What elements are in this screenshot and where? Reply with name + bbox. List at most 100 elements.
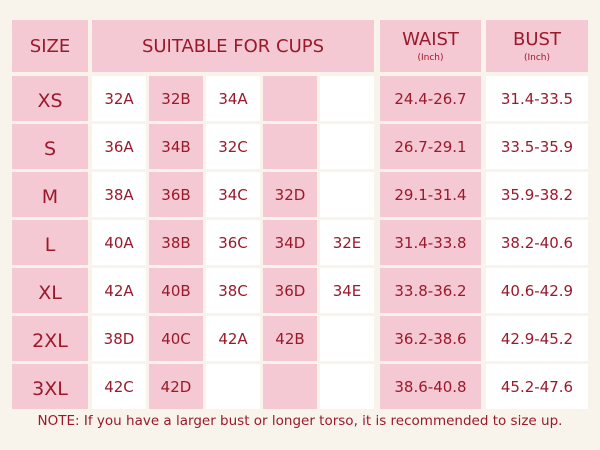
- cup-cell-text: 34A: [218, 89, 248, 108]
- waist-cell: 29.1-31.4: [380, 172, 481, 217]
- cup-cell: [263, 76, 317, 121]
- bust-cell: 31.4-33.5: [486, 76, 588, 121]
- waist-cell-text: 26.7-29.1: [394, 137, 467, 156]
- cup-cell: 36A: [92, 124, 146, 169]
- cup-cell: 34D: [263, 220, 317, 265]
- cup-cell: [320, 316, 374, 361]
- size-cell-text: 3XL: [32, 377, 68, 400]
- bust-cell-text: 35.9-38.2: [500, 185, 574, 204]
- waist-cell: 33.8-36.2: [380, 268, 481, 313]
- cup-cell: 38A: [92, 172, 146, 217]
- header-cups: SUITABLE FOR CUPS: [92, 20, 374, 72]
- cup-cell-text: 32C: [218, 137, 248, 156]
- waist-cell: 26.7-29.1: [380, 124, 481, 169]
- cup-cell-text: 36A: [104, 137, 134, 156]
- cup-cell: 42B: [263, 316, 317, 361]
- waist-cell-text: 33.8-36.2: [394, 281, 467, 300]
- header-bust-unit: (Inch): [523, 53, 551, 63]
- cup-cell-text: 36B: [161, 185, 191, 204]
- size-cell-text: XS: [37, 89, 63, 112]
- cup-cell-text: 42C: [104, 377, 134, 396]
- cup-cell: 32B: [149, 76, 203, 121]
- bust-cell: 42.9-45.2: [486, 316, 588, 361]
- waist-cell: 36.2-38.6: [380, 316, 481, 361]
- cup-cell: 32E: [320, 220, 374, 265]
- cup-cell-text: 40B: [161, 281, 191, 300]
- cup-cell-text: 38B: [161, 233, 191, 252]
- cup-cell: 34A: [206, 76, 260, 121]
- cup-cell-text: 36C: [218, 233, 248, 252]
- cup-cell: [320, 124, 374, 169]
- waist-cell: 38.6-40.8: [380, 364, 481, 409]
- size-cell: XL: [12, 268, 88, 313]
- cup-cell-text: 42B: [275, 329, 305, 348]
- waist-cell-text: 29.1-31.4: [394, 185, 467, 204]
- bust-cell: 33.5-35.9: [486, 124, 588, 169]
- cup-cell-text: 42A: [218, 329, 248, 348]
- waist-cell-text: 31.4-33.8: [394, 233, 467, 252]
- cup-cell: [320, 172, 374, 217]
- size-cell-text: M: [41, 185, 59, 208]
- cup-cell: 42A: [92, 268, 146, 313]
- cup-cell-text: 32E: [332, 233, 362, 252]
- cup-cell: 34C: [206, 172, 260, 217]
- cup-cell-text: 40C: [161, 329, 191, 348]
- bust-cell: 45.2-47.6: [486, 364, 588, 409]
- waist-cell-text: 24.4-26.7: [394, 89, 467, 108]
- cup-cell: [206, 364, 260, 409]
- cup-cell-text: 32B: [161, 89, 191, 108]
- waist-cell-text: 38.6-40.8: [394, 377, 467, 396]
- waist-cell: 31.4-33.8: [380, 220, 481, 265]
- cup-cell-text: 40A: [104, 233, 134, 252]
- cup-cell-text: 42A: [104, 281, 134, 300]
- sizing-note: NOTE: If you have a larger bust or longe…: [37, 413, 563, 429]
- cup-cell-text: 38A: [104, 185, 134, 204]
- cup-cell-text: 36D: [274, 281, 306, 300]
- cup-cell: 34B: [149, 124, 203, 169]
- cup-cell: 42A: [206, 316, 260, 361]
- header-bust: BUST (Inch): [486, 20, 588, 72]
- cup-cell-text: 34D: [274, 233, 306, 252]
- size-cell: L: [12, 220, 88, 265]
- header-bust-label: BUST: [513, 29, 561, 50]
- cup-cell: 38B: [149, 220, 203, 265]
- cup-cell: 42D: [149, 364, 203, 409]
- bust-cell-text: 45.2-47.6: [500, 377, 574, 396]
- size-cell-text: S: [43, 137, 57, 160]
- header-waist: WAIST (Inch): [380, 20, 481, 72]
- size-cell: 2XL: [12, 316, 88, 361]
- cup-cell: 40A: [92, 220, 146, 265]
- cup-cell: 38C: [206, 268, 260, 313]
- cup-cell: 32C: [206, 124, 260, 169]
- header-waist-label: WAIST: [402, 29, 459, 50]
- cup-cell: 32D: [263, 172, 317, 217]
- bust-cell-text: 33.5-35.9: [500, 137, 574, 156]
- cup-cell: [320, 364, 374, 409]
- waist-cell-text: 36.2-38.6: [394, 329, 467, 348]
- bust-cell-text: 38.2-40.6: [500, 233, 574, 252]
- cup-cell-text: 34C: [218, 185, 248, 204]
- cup-cell: [320, 76, 374, 121]
- cup-cell-text: 42D: [160, 377, 192, 396]
- cup-cell: 42C: [92, 364, 146, 409]
- size-cell: 3XL: [12, 364, 88, 409]
- cup-cell: [263, 124, 317, 169]
- header-size-label: SIZE: [29, 35, 71, 57]
- bust-cell: 35.9-38.2: [486, 172, 588, 217]
- size-cell-text: L: [44, 233, 56, 256]
- cup-cell: 34E: [320, 268, 374, 313]
- header-cups-label: SUITABLE FOR CUPS: [141, 35, 325, 57]
- size-cell: S: [12, 124, 88, 169]
- size-cell: M: [12, 172, 88, 217]
- cup-cell: 40C: [149, 316, 203, 361]
- bust-cell-text: 40.6-42.9: [500, 281, 574, 300]
- size-cell-text: XL: [38, 281, 62, 304]
- cup-cell: [263, 364, 317, 409]
- cup-cell-text: 38C: [218, 281, 248, 300]
- cup-cell: 36C: [206, 220, 260, 265]
- size-cell-text: 2XL: [32, 329, 68, 352]
- bust-cell: 40.6-42.9: [486, 268, 588, 313]
- bust-cell-text: 31.4-33.5: [500, 89, 574, 108]
- header-size: SIZE: [12, 20, 88, 72]
- cup-cell-text: 32D: [274, 185, 306, 204]
